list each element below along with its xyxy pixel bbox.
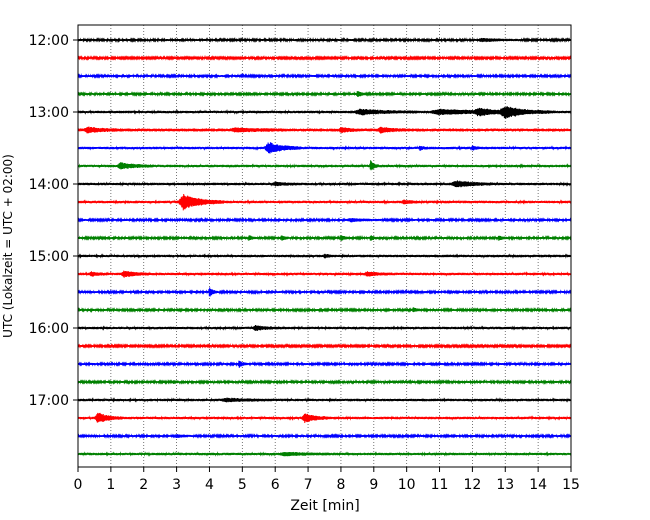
y-tick-label-1300: 13:00 [29,105,69,121]
x-axis-label: Zeit [min] [290,498,359,514]
x-tick-label-9: 9 [369,477,378,493]
x-tick-label-7: 7 [304,477,313,493]
trace-1345 [77,160,572,171]
x-tick-label-6: 6 [271,477,280,493]
x-tick-label-0: 0 [74,477,83,493]
plot-frame [77,24,572,468]
trace-1215 [77,55,572,61]
trace-1530 [77,287,572,297]
trace-1545 [77,307,572,313]
trace-1600 [77,324,572,331]
trace-1730 [77,433,572,439]
x-axis-ticks: 0 1 2 3 4 5 6 7 8 9 10 11 12 13 14 15 [74,467,580,493]
trace-1745 [77,451,572,457]
x-tick-label-1: 1 [106,477,115,493]
y-tick-label-1600: 16:00 [29,321,69,337]
x-tick-label-15: 15 [562,477,580,493]
x-tick-label-12: 12 [463,477,481,493]
x-tick-label-14: 14 [529,477,547,493]
x-tick-label-5: 5 [238,477,247,493]
y-tick-label-1400: 14:00 [29,177,69,193]
trace-1615 [77,343,572,349]
y-axis-label: UTC (Lokalzeit = UTC + 02:00) [1,154,15,338]
trace-1300 [77,106,572,119]
x-tick-label-3: 3 [172,477,181,493]
trace-1200 [77,37,572,43]
x-tick-label-4: 4 [205,477,214,493]
trace-1645 [77,379,572,385]
trace-1515 [77,270,572,278]
trace-1415 [77,193,572,211]
trace-1430 [77,217,572,223]
trace-1445 [77,234,572,241]
x-tick-label-11: 11 [431,477,449,493]
seismogram-traces [77,37,572,457]
x-tick-label-10: 10 [398,477,416,493]
x-tick-label-13: 13 [496,477,514,493]
trace-1230 [77,73,572,79]
x-tick-label-8: 8 [336,477,345,493]
trace-1715 [77,412,572,424]
x-tick-label-2: 2 [139,477,148,493]
trace-1700 [77,397,572,403]
trace-1500 [77,253,572,259]
y-tick-label-1500: 15:00 [29,249,69,265]
trace-1330 [77,142,572,154]
trace-1400 [77,180,572,188]
y-axis-ticks: 12:00 13:00 14:00 15:00 16:00 17:00 [29,33,78,409]
trace-1245 [77,91,572,97]
y-tick-label-1700: 17:00 [29,393,69,409]
trace-1315 [77,126,572,134]
trace-1630 [77,360,572,368]
y-tick-label-1200: 12:00 [29,33,69,49]
